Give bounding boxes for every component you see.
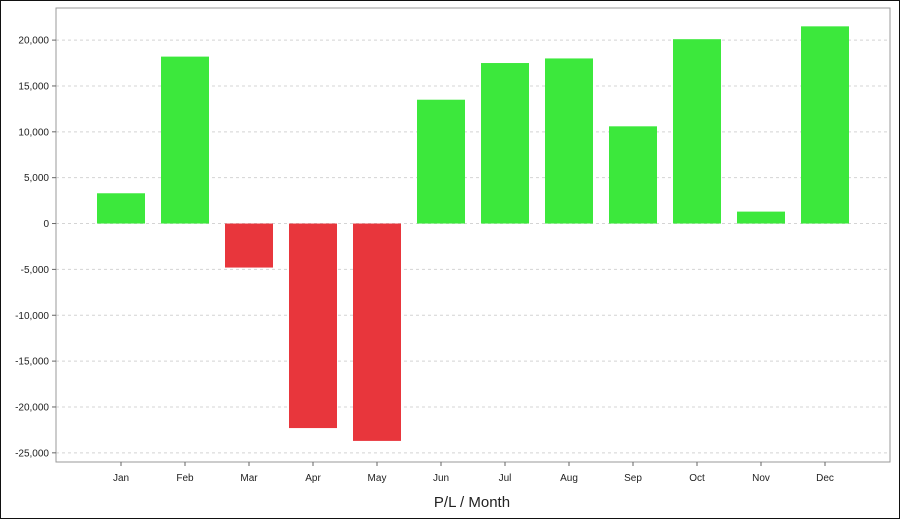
x-tick-label: Oct — [689, 473, 705, 484]
x-tick-label: Sep — [624, 473, 642, 484]
x-tick-label: May — [368, 473, 387, 484]
x-axis-ticks: Jan Feb Mar Apr May Jun Jul Aug Sep Oct Nov Dec — [113, 462, 834, 484]
x-tick-label: Apr — [305, 473, 321, 484]
y-tick-label: -20,000 — [15, 402, 49, 413]
x-tick-label: Aug — [560, 473, 578, 484]
y-tick-label: 5,000 — [24, 173, 49, 184]
y-axis-ticks: 20,000 15,000 10,000 5,000 0 -5,000 -10,000 -15… — [15, 36, 56, 459]
x-tick-label: Nov — [752, 473, 770, 484]
x-tick-label: Jul — [499, 473, 512, 484]
y-tick-label: 15,000 — [18, 81, 49, 92]
y-tick-label: 10,000 — [18, 127, 49, 138]
x-tick-label: Mar — [240, 473, 258, 484]
plot-border — [55, 7, 891, 463]
y-tick-label: 0 — [43, 219, 49, 230]
y-tick-label: -10,000 — [15, 311, 49, 322]
y-tick-label: -5,000 — [21, 265, 50, 276]
bar-aug — [545, 58, 593, 224]
x-tick-label: Feb — [176, 473, 194, 484]
x-tick-label: Jan — [113, 473, 129, 484]
x-tick-label: Jun — [433, 473, 449, 484]
y-tick-label: -25,000 — [15, 448, 49, 459]
bar-sep — [609, 126, 657, 224]
bars — [97, 26, 849, 441]
bar-nov — [737, 211, 785, 224]
bar-jan — [97, 193, 145, 224]
x-axis-title: P/L / Month — [434, 494, 510, 511]
bar-apr — [289, 223, 337, 429]
bar-mar — [225, 223, 273, 268]
y-tick-label: -15,000 — [15, 357, 49, 368]
bar-feb — [161, 56, 209, 224]
bar-dec — [801, 26, 849, 224]
bar-jun — [417, 99, 465, 224]
bar-oct — [673, 39, 721, 224]
bar-jul — [481, 63, 529, 224]
bar-may — [353, 223, 401, 441]
x-tick-label: Dec — [816, 473, 834, 484]
y-tick-label: 20,000 — [18, 36, 49, 47]
